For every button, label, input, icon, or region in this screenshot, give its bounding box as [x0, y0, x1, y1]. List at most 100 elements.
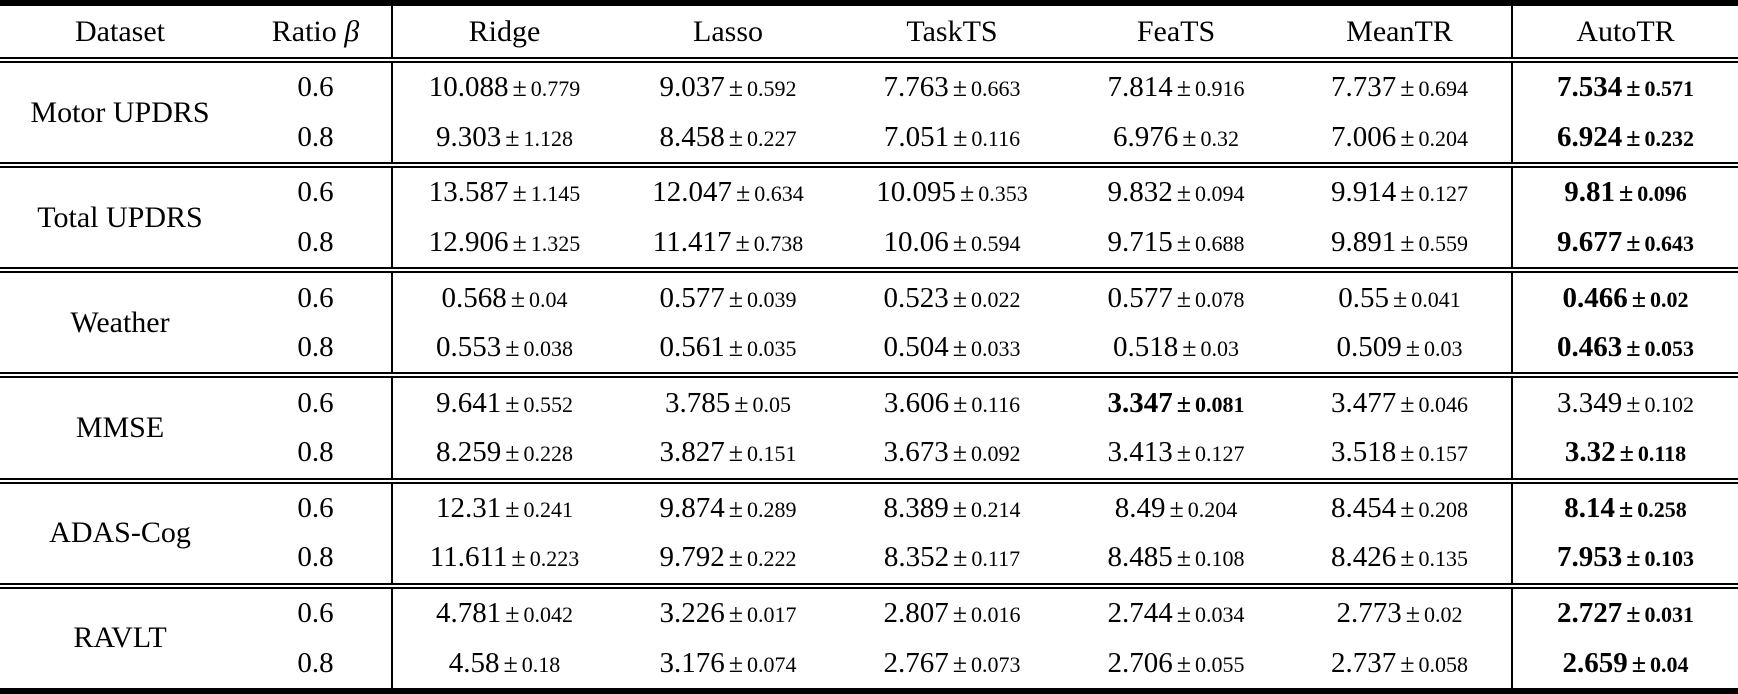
plus-minus-symbol: ± [1176, 438, 1192, 468]
plus-minus-symbol: ± [505, 333, 520, 363]
result-cell: 3.32 ±0.118 [1512, 428, 1738, 481]
ratio-value: 0.8 [240, 533, 393, 586]
result-cell: 9.677 ±0.643 [1512, 218, 1738, 271]
plus-minus-symbol: ± [1400, 438, 1415, 468]
plus-minus-symbol: ± [952, 493, 968, 523]
plus-minus-symbol: ± [1400, 228, 1415, 258]
std-value: 0.038 [523, 336, 574, 362]
std-value: 0.017 [747, 602, 797, 628]
plus-minus-symbol: ± [1400, 122, 1415, 152]
dataset-label: Total UPDRS [37, 200, 203, 234]
std-value: 0.092 [971, 441, 1021, 467]
plus-minus-symbol: ± [505, 388, 520, 418]
mean-value: 10.088 [428, 71, 509, 104]
mean-value: 0.504 [883, 331, 949, 364]
plus-minus-symbol: ± [952, 283, 968, 313]
std-value: 0.204 [1418, 125, 1469, 151]
mean-value: 8.485 [1107, 541, 1173, 574]
std-value: 0.208 [1418, 496, 1469, 522]
result-cell: 3.477 ±0.046 [1288, 375, 1513, 429]
std-value: 0.157 [1418, 441, 1469, 467]
result-cell: 9.303 ±1.128 [392, 113, 616, 166]
result-cell: 8.14 ±0.258 [1512, 481, 1738, 534]
plus-minus-symbol: ± [512, 178, 527, 208]
mean-value: 8.389 [883, 491, 949, 524]
mean-value: 3.477 [1330, 386, 1397, 419]
plus-minus-symbol: ± [505, 122, 520, 152]
mean-value: 3.785 [664, 386, 731, 419]
mean-value: 4.781 [435, 597, 502, 630]
std-value: 0.127 [1418, 181, 1469, 207]
std-value: 0.916 [1195, 76, 1245, 102]
plus-minus-symbol: ± [1176, 648, 1192, 678]
mean-value: 9.677 [1556, 226, 1623, 259]
plus-minus-symbol: ± [1405, 333, 1421, 363]
std-value: 0.02 [1424, 602, 1463, 628]
plus-minus-symbol: ± [735, 228, 750, 258]
result-cell: 3.785 ±0.05 [616, 375, 840, 428]
table-row: Motor UPDRS 0.6 10.088 ±0.779 9.037 ±0.592 7.7… [0, 60, 1738, 129]
mean-value: 3.413 [1107, 436, 1173, 469]
std-value: 0.214 [971, 496, 1021, 522]
plus-minus-symbol: ± [1182, 333, 1197, 363]
result-cell: 8.259 ±0.228 [392, 428, 616, 481]
mean-value: 9.641 [435, 386, 502, 419]
std-value: 0.643 [1644, 231, 1695, 257]
std-value: 0.033 [971, 336, 1021, 362]
plus-minus-symbol: ± [1176, 388, 1192, 418]
std-value: 0.016 [971, 602, 1021, 628]
plus-minus-symbol: ± [1626, 543, 1641, 573]
column-header-ratio: Ratio β [240, 3, 393, 60]
plus-minus-symbol: ± [952, 73, 968, 103]
std-value: 0.041 [1411, 286, 1461, 312]
std-value: 0.078 [1195, 286, 1245, 312]
mean-value: 7.814 [1107, 71, 1173, 104]
dataset-label: ADAS-Cog [49, 516, 191, 550]
mean-value: 3.32 [1564, 436, 1616, 469]
mean-value: 0.509 [1336, 331, 1402, 364]
plus-minus-symbol: ± [728, 333, 744, 363]
plus-minus-symbol: ± [1619, 438, 1634, 468]
plus-minus-symbol: ± [1176, 543, 1192, 573]
result-cell: 10.06 ±0.594 [840, 218, 1064, 271]
result-cell: 8.458 ±0.227 [616, 113, 840, 166]
mean-value: 2.773 [1336, 597, 1402, 630]
std-value: 0.223 [529, 546, 580, 572]
table-row: 0.8 9.303 ±1.128 8.458 ±0.227 7.051 ±0.116 6.97… [0, 112, 1738, 166]
plus-minus-symbol: ± [728, 543, 744, 573]
plus-minus-symbol: ± [510, 283, 526, 313]
mean-value: 9.891 [1330, 226, 1397, 259]
table-row: ADAS-Cog 0.6 12.31 ±0.241 9.874 ±0.289 8.389 ±0… [0, 480, 1738, 549]
plus-minus-symbol: ± [1400, 73, 1415, 103]
mean-value: 11.417 [652, 226, 732, 259]
column-header-autotr: AutoTR [1576, 14, 1675, 48]
result-cell: 10.095 ±0.353 [840, 165, 1064, 218]
ratio-value: 0.6 [240, 375, 393, 429]
std-value: 0.738 [753, 231, 804, 257]
std-value: 0.32 [1200, 125, 1240, 151]
std-value: 0.035 [747, 336, 797, 362]
mean-value: 3.347 [1107, 386, 1173, 419]
result-cell: 3.673 ±0.092 [840, 428, 1064, 481]
table-row: Total UPDRS 0.6 13.587 ±1.145 12.047 ±0.634 10… [0, 165, 1738, 234]
mean-value: 9.792 [659, 541, 725, 574]
std-value: 0.034 [1195, 602, 1245, 628]
result-cell: 12.31 ±0.241 [392, 481, 616, 534]
mean-value: 7.737 [1330, 71, 1397, 104]
plus-minus-symbol: ± [1176, 178, 1192, 208]
result-cell: 3.347 ±0.081 [1064, 375, 1288, 428]
mean-value: 8.426 [1330, 541, 1397, 574]
std-value: 0.022 [971, 286, 1021, 312]
plus-minus-symbol: ± [952, 599, 968, 629]
std-value: 0.04 [1650, 651, 1689, 677]
result-cell: 3.606 ±0.116 [840, 375, 1064, 428]
mean-value: 2.744 [1107, 597, 1173, 630]
std-value: 0.241 [523, 496, 574, 522]
result-cell: 9.914 ±0.127 [1288, 165, 1513, 218]
result-cell: 6.924 ±0.232 [1512, 113, 1738, 166]
mean-value: 8.352 [883, 541, 950, 574]
mean-value: 9.81 [1564, 176, 1615, 209]
result-cell: 3.349 ±0.102 [1512, 375, 1738, 428]
plus-minus-symbol: ± [512, 228, 527, 258]
std-value: 0.046 [1418, 391, 1469, 417]
